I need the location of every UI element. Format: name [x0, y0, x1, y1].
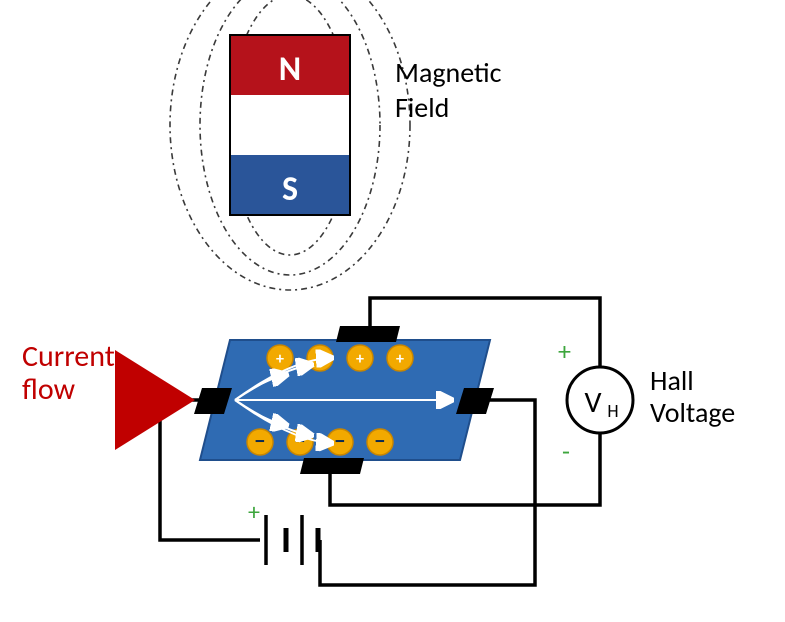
magnetic-field-label: Magnetic Field [395, 55, 501, 125]
current-flow-label: Current flow [22, 340, 115, 406]
north-pole-label: N [279, 49, 301, 90]
voltmeter-v: V [584, 384, 601, 421]
battery [266, 515, 318, 565]
svg-text:+: + [276, 350, 284, 369]
svg-text:−: − [335, 427, 346, 454]
bar-magnet: N S [230, 35, 350, 215]
voltmeter: V H [567, 367, 633, 433]
voltmeter-plus: + [558, 335, 571, 367]
voltmeter-h: H [607, 400, 618, 422]
svg-text:+: + [356, 350, 364, 369]
svg-text:−: − [255, 427, 266, 454]
hall-voltage-label: Hall Voltage [650, 365, 735, 429]
svg-text:+: + [396, 350, 404, 369]
hall-plate: ++++ −−−− [194, 326, 494, 474]
voltmeter-minus: - [562, 435, 570, 467]
svg-text:−: − [375, 427, 386, 454]
hall-effect-diagram: N S + ++++ −−−− [0, 0, 785, 622]
battery-plus-label: + [248, 498, 260, 527]
south-pole-label: S [282, 169, 298, 210]
